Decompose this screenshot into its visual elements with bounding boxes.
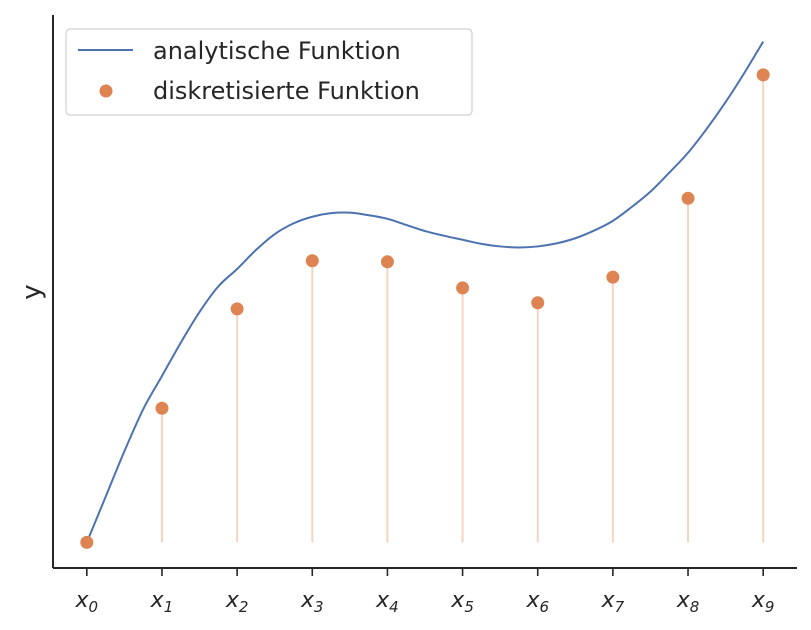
discrete-points [80,68,770,549]
x-tick-label: x7 [601,588,625,616]
legend-box [65,28,473,116]
data-point [380,255,394,269]
data-point [230,302,244,316]
data-point [155,401,169,415]
data-point [606,270,620,284]
analytic-function-line [85,41,765,543]
x-tick-label: x9 [751,588,775,616]
legend-label-discrete: diskretisierte Funktion [153,77,420,105]
legend-marker-swatch [99,84,113,98]
data-point [456,281,470,295]
stem-lines [160,74,765,543]
x-tick-label: x2 [225,588,249,616]
data-point [681,191,695,205]
x-tick-label: x4 [375,588,399,616]
y-axis-label: y [17,284,47,299]
data-point [80,535,94,549]
x-tick-label: x6 [525,588,549,616]
x-tick-label: x5 [450,588,474,616]
data-point [756,68,770,82]
x-tick-label: x1 [150,588,174,616]
data-point [531,296,545,310]
legend: analytische Funktion diskretisierte Funk… [65,28,473,116]
x-tick-label: x0 [75,588,99,616]
x-tick-label: x8 [676,588,700,616]
legend-label-analytic: analytische Funktion [153,37,401,65]
data-point [305,254,319,268]
x-axis-ticks: x0 x1 x2 x3 x4 x5 x6 x7 x8 x9 [75,568,775,616]
x-tick-label: x3 [300,588,324,616]
